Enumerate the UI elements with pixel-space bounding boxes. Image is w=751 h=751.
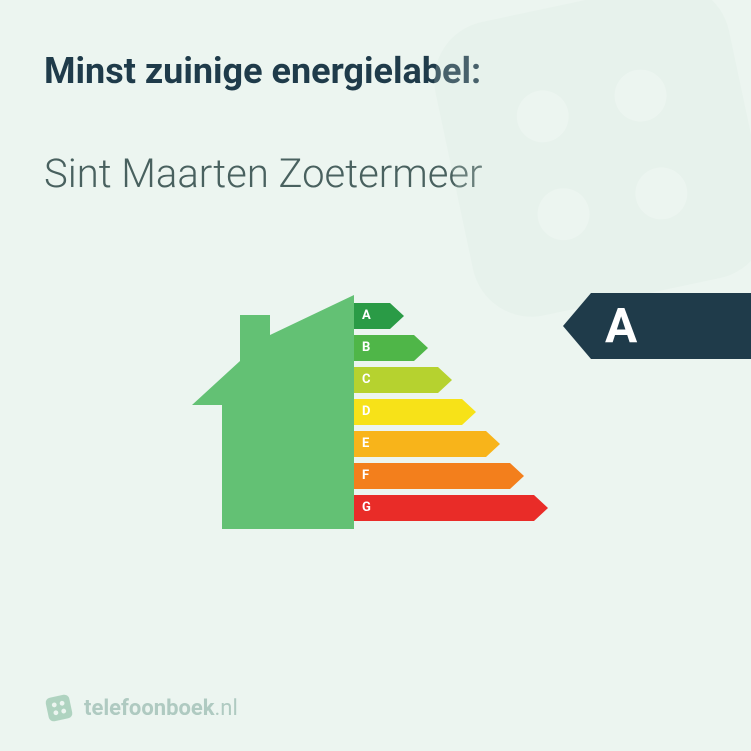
rating-letter: A	[605, 302, 637, 350]
footer-brand-thin: .nl	[215, 696, 238, 721]
energy-bar-label: D	[362, 399, 370, 425]
footer-brand: telefoonboek.nl	[84, 696, 238, 721]
footer-brand-bold: telefoonboek	[84, 696, 215, 721]
card-subtitle: Sint Maarten Zoetermeer	[44, 150, 707, 197]
energy-bar-label: B	[362, 335, 370, 361]
energy-bar-label: A	[362, 303, 371, 329]
energy-bar-label: F	[362, 463, 369, 489]
energy-bar-label: C	[362, 367, 371, 393]
energy-bar-label: G	[362, 495, 371, 521]
energy-label-card: Minst zuinige energielabel: Sint Maarten…	[0, 0, 751, 751]
energy-bar-label: E	[362, 431, 369, 457]
rating-badge: A	[563, 293, 751, 359]
card-title: Minst zuinige energielabel:	[44, 50, 707, 92]
footer: telefoonboek.nl	[44, 693, 238, 723]
house-icon	[192, 295, 354, 529]
footer-logo-icon	[44, 693, 74, 723]
energy-chart: ABCDEFG A	[44, 287, 707, 557]
